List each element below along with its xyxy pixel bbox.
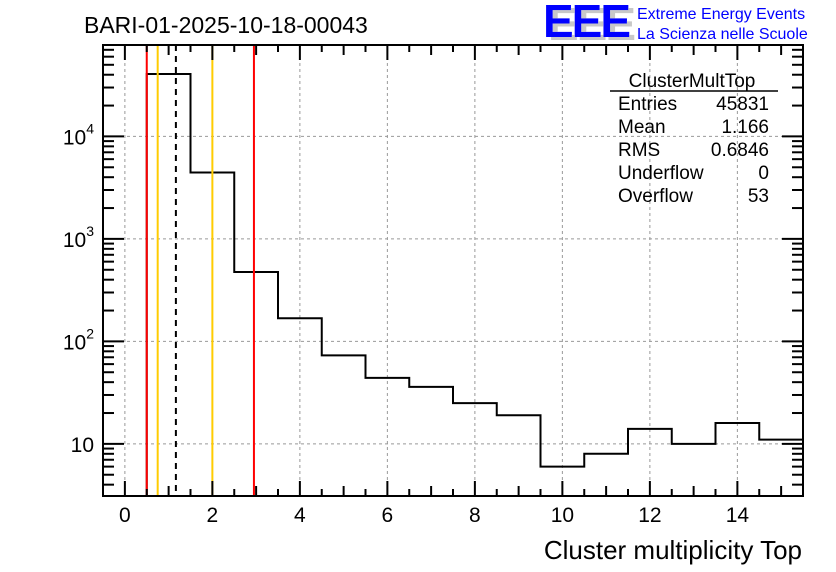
stats-title: ClusterMultTop (629, 71, 756, 92)
stats-label: Entries (618, 94, 677, 115)
axis-ticks (103, 45, 803, 496)
histogram-bin (409, 387, 453, 496)
stats-value: 45831 (716, 94, 769, 115)
x-tick-label: 4 (294, 504, 306, 527)
x-tick-label: 10 (551, 504, 574, 527)
x-tick-label: 0 (119, 504, 131, 527)
stats-label: Overflow (618, 186, 693, 207)
stats-label: Mean (618, 117, 666, 138)
stats-value: 0.6846 (711, 140, 769, 161)
histogram-bin (147, 74, 191, 496)
logo-letters: EEE (543, 0, 629, 47)
y-tick-base: 10 (63, 126, 86, 149)
histogram-bin (278, 318, 322, 496)
vertical-markers (145, 45, 255, 496)
x-tick-labels: 0 2 4 6 8 10 12 14 (119, 504, 749, 527)
logo-line1: Extreme Energy Events (637, 6, 805, 23)
y-tick-label: 104 (63, 120, 94, 149)
stats-value: 53 (748, 186, 769, 207)
y-tick-label: 102 (63, 325, 94, 354)
histogram-outline (145, 73, 803, 496)
stats-label: RMS (618, 140, 660, 161)
logo-line2: La Scienza nelle Scuole (637, 26, 808, 43)
x-tick-label: 8 (469, 504, 481, 527)
stats-value: 1.166 (721, 117, 769, 138)
y-tick-label: 10 (71, 434, 94, 457)
x-tick-label: 12 (638, 504, 661, 527)
chart-title: BARI-01-2025-10-18-00043 (84, 12, 368, 38)
y-tick-base: 10 (63, 229, 86, 252)
stats-box: ClusterMultTop Entries 45831 Mean 1.166 RMS 0… (610, 71, 778, 207)
eee-logo: EEE Extreme Energy Events La Scienza nel… (543, 0, 808, 47)
y-tick-base: 10 (63, 331, 86, 354)
histogram-bin (366, 378, 410, 496)
y-tick-label: 103 (63, 223, 94, 252)
histogram-bin (234, 272, 278, 496)
x-axis-title: Cluster multiplicity Top (544, 535, 802, 565)
x-tick-label: 6 (382, 504, 394, 527)
histogram-bin (497, 415, 541, 496)
y-tick-exponent: 3 (86, 223, 94, 239)
stats-value: 0 (758, 163, 769, 184)
y-tick-base: 10 (71, 434, 94, 457)
stats-label: Underflow (618, 163, 704, 184)
x-tick-label: 14 (726, 504, 750, 527)
y-tick-exponent: 4 (86, 120, 94, 136)
y-tick-exponent: 2 (86, 325, 94, 341)
histogram-bars (145, 73, 803, 496)
x-tick-label: 2 (207, 504, 219, 527)
histogram-bin (322, 355, 366, 496)
